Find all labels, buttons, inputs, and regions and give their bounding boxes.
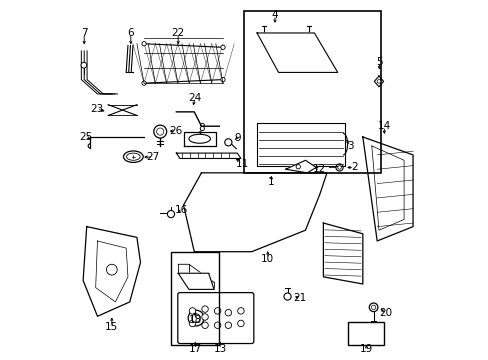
Text: 26: 26 (169, 126, 183, 135)
Circle shape (376, 80, 380, 83)
Text: 1: 1 (267, 177, 274, 187)
Circle shape (224, 310, 231, 316)
Text: 11: 11 (235, 159, 248, 169)
Circle shape (156, 128, 163, 135)
Text: 22: 22 (171, 28, 184, 38)
Circle shape (153, 125, 166, 138)
Text: 18: 18 (188, 315, 202, 325)
Circle shape (214, 308, 221, 314)
Text: 24: 24 (188, 93, 202, 103)
Text: 14: 14 (377, 121, 390, 131)
Polygon shape (323, 223, 362, 284)
Polygon shape (373, 76, 383, 87)
Text: 16: 16 (175, 206, 188, 216)
Text: 21: 21 (293, 293, 306, 303)
Ellipse shape (123, 151, 143, 162)
Text: 2: 2 (350, 162, 357, 172)
Circle shape (221, 77, 224, 82)
Circle shape (237, 308, 244, 314)
Bar (244, 12, 380, 173)
Circle shape (371, 305, 375, 310)
Circle shape (368, 303, 377, 312)
Circle shape (202, 314, 208, 320)
Circle shape (224, 322, 231, 328)
Text: 6: 6 (127, 28, 134, 38)
Circle shape (142, 81, 146, 85)
Text: 7: 7 (81, 28, 87, 38)
Ellipse shape (188, 134, 210, 143)
Circle shape (284, 293, 290, 300)
Polygon shape (83, 226, 140, 316)
Circle shape (191, 314, 200, 322)
Polygon shape (176, 153, 241, 158)
Text: 12: 12 (312, 164, 326, 174)
Circle shape (202, 322, 208, 328)
Circle shape (335, 164, 343, 171)
Circle shape (189, 308, 195, 314)
Polygon shape (257, 33, 337, 72)
Text: 17: 17 (188, 344, 202, 354)
FancyBboxPatch shape (178, 293, 253, 343)
Bar (348, 321, 384, 345)
Circle shape (189, 320, 195, 327)
Polygon shape (362, 137, 412, 241)
Circle shape (202, 306, 208, 312)
Circle shape (81, 62, 86, 68)
Text: 3: 3 (346, 141, 353, 151)
Ellipse shape (126, 153, 140, 160)
Circle shape (167, 211, 174, 218)
Text: 10: 10 (261, 254, 274, 264)
Text: 8: 8 (198, 123, 204, 133)
Text: 20: 20 (379, 309, 392, 318)
Text: 9: 9 (234, 133, 240, 143)
Bar (171, 252, 219, 345)
Polygon shape (257, 123, 344, 166)
Circle shape (106, 264, 117, 275)
Polygon shape (183, 132, 215, 146)
Text: 15: 15 (105, 322, 118, 332)
Polygon shape (178, 273, 214, 289)
Circle shape (296, 165, 300, 169)
Text: 19: 19 (359, 344, 372, 354)
Circle shape (224, 139, 231, 146)
Text: 27: 27 (146, 152, 160, 162)
Circle shape (142, 41, 146, 46)
Circle shape (188, 310, 203, 326)
Text: 25: 25 (79, 132, 92, 142)
Polygon shape (285, 160, 316, 173)
Circle shape (337, 166, 341, 169)
Text: 4: 4 (271, 10, 278, 20)
Text: 13: 13 (213, 344, 226, 354)
Circle shape (214, 322, 221, 328)
Text: 5: 5 (375, 57, 382, 67)
Circle shape (221, 45, 224, 49)
Text: 23: 23 (90, 104, 103, 114)
Circle shape (237, 320, 244, 327)
Polygon shape (183, 173, 326, 252)
